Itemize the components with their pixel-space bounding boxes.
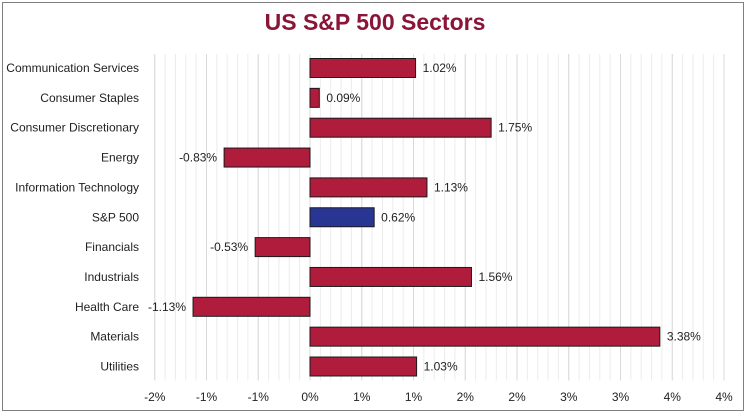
x-tick-labels: -2% -1% -1% 0% 1% 1% 2% 2% 3% 3% 4% 4% (144, 390, 733, 404)
x-tick-label: 0% (301, 390, 319, 404)
bar (309, 177, 428, 198)
x-tick-label: 1% (405, 390, 423, 404)
data-labels: 1.02% 0.09% 1.75% -0.83% 1.13% 0.62% -0.53% 1.5… (148, 61, 701, 374)
category-label: Energy (101, 151, 139, 165)
x-tick-label: -1% (248, 390, 270, 404)
data-label: 0.09% (326, 91, 360, 105)
chart-title: US S&P 500 Sectors (264, 9, 486, 35)
category-label: Information Technology (15, 180, 139, 194)
category-label: Financials (85, 240, 139, 254)
x-tick-label: -1% (196, 390, 218, 404)
category-labels: Communication Services Consumer Staples Co… (6, 61, 139, 374)
bar (309, 266, 472, 287)
bar (192, 296, 311, 317)
x-tick-label: 2% (508, 390, 526, 404)
category-label: S&P 500 (92, 210, 139, 224)
bars (192, 58, 661, 377)
data-label: 0.62% (381, 210, 415, 224)
x-tick-label: 4% (715, 390, 733, 404)
x-tick-label: -2% (144, 390, 166, 404)
data-label: 1.13% (434, 180, 468, 194)
category-label: Consumer Discretionary (10, 121, 139, 135)
bar (309, 87, 320, 108)
data-label: 3.38% (667, 330, 701, 344)
category-label: Consumer Staples (40, 91, 139, 105)
data-label: -0.83% (179, 151, 217, 165)
bar (309, 207, 375, 228)
category-label: Health Care (75, 300, 139, 314)
bar (309, 117, 492, 138)
bar (309, 356, 418, 377)
data-label: -1.13% (148, 300, 186, 314)
x-tick-label: 3% (612, 390, 630, 404)
x-tick-label: 3% (560, 390, 578, 404)
data-label: 1.03% (424, 360, 458, 374)
data-label: -0.53% (210, 240, 248, 254)
bar (309, 58, 417, 78)
category-label: Materials (90, 330, 139, 344)
category-label: Utilities (100, 360, 139, 374)
data-label: 1.56% (478, 270, 512, 284)
category-label: Communication Services (6, 61, 139, 75)
bar (309, 326, 661, 347)
data-label: 1.02% (423, 61, 457, 75)
category-label: Industrials (84, 270, 139, 284)
x-tick-label: 1% (353, 390, 371, 404)
bar (223, 147, 311, 168)
bar (254, 237, 311, 258)
x-tick-label: 4% (664, 390, 682, 404)
x-tick-label: 2% (457, 390, 475, 404)
data-label: 1.75% (498, 121, 532, 135)
